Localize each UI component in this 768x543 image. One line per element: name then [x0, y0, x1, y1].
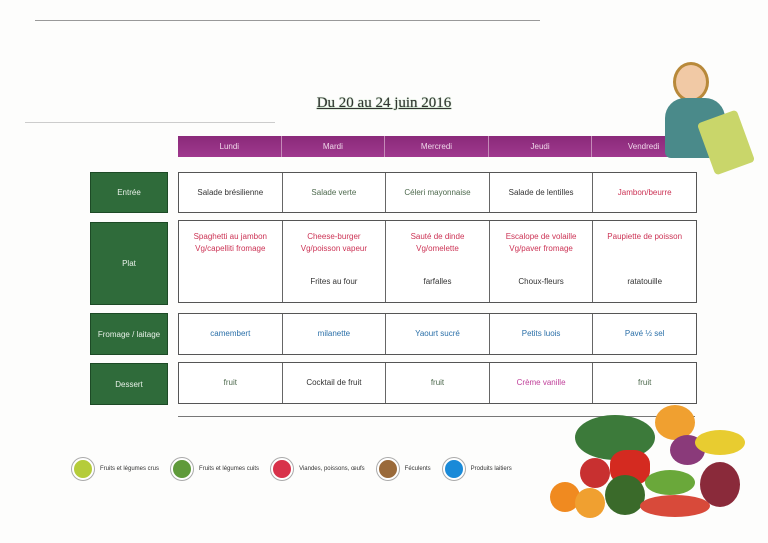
menu-cell: Jambon/beurre — [617, 187, 672, 197]
day-header: Jeudi — [489, 136, 593, 157]
legend: Fruits et légumes crus Fruits et légumes… — [72, 458, 512, 480]
meat-fish-eggs-icon — [271, 458, 294, 480]
category-entree: Entrée — [90, 172, 168, 213]
entree-row: Salade brésilienne Salade verte Céleri m… — [178, 172, 697, 213]
top-rule — [35, 20, 540, 21]
plat-side-row: Frites au four farfalles Choux-fleurs ra… — [178, 262, 697, 303]
legend-label: Viandes, poissons, œufs — [299, 466, 365, 472]
days-header: Lundi Mardi Mercredi Jeudi Vendredi — [178, 136, 695, 157]
menu-cell: Cocktail de fruit — [283, 363, 387, 403]
legend-label: Fruits et légumes cuits — [199, 466, 260, 472]
plat-main-row: Spaghetti au jambon Vg/capelliti fromage… — [178, 220, 697, 263]
menu-cell: fruit — [638, 378, 652, 387]
child-illustration — [665, 60, 756, 176]
dairy-products-icon — [442, 458, 465, 480]
fromage-row: camembert milanette Yaourt sucré Petits … — [178, 313, 697, 355]
menu-cell: Salade brésilienne — [179, 173, 283, 212]
day-header: Vendredi — [627, 142, 660, 151]
menu-cell: Sauté de dinde Vg/omelette — [386, 221, 490, 262]
day-header: Mercredi — [385, 136, 489, 157]
menu-cell: Spaghetti au jambon Vg/capelliti fromage — [179, 221, 283, 262]
day-header: Lundi — [178, 136, 282, 157]
legend-label: Féculents — [404, 466, 431, 472]
legend-label: Fruits et légumes crus — [100, 466, 160, 472]
bottom-rule — [178, 416, 695, 417]
menu-cell: milanette — [283, 314, 387, 354]
menu-cell: Choux-fleurs — [490, 262, 594, 302]
stamp-rule — [25, 122, 275, 123]
menu-cell — [179, 262, 283, 302]
menu-cell: Escalope de volaille Vg/paver fromage — [490, 221, 594, 262]
menu-cell: Pavé ½ sel — [624, 329, 665, 338]
category-fromage: Fromage / laitage — [90, 313, 168, 355]
menu-cell: ratatouille — [627, 277, 663, 286]
starches-icon — [376, 458, 399, 480]
cooked-fruits-vegetables-icon — [171, 458, 194, 480]
legend-label: Produits laitiers — [470, 466, 512, 472]
menu-cell: camembert — [179, 314, 283, 354]
menu-cell: Céleri mayonnaise — [386, 173, 490, 212]
menu-cell: farfalles — [386, 262, 490, 302]
menu-cell: Cheese-burger Vg/poisson vapeur — [283, 221, 387, 262]
category-dessert: Dessert — [90, 363, 168, 405]
menu-cell: Frites au four — [283, 262, 387, 302]
raw-fruits-vegetables-icon — [72, 458, 94, 480]
day-header: Mardi — [282, 136, 386, 157]
menu-cell: Salade de lentilles — [490, 173, 594, 212]
vegetables-illustration — [545, 400, 755, 525]
page-title: Du 20 au 24 juin 2016 — [316, 95, 452, 111]
menu-cell: Crème vanille — [490, 363, 594, 403]
menu-cell: fruit — [386, 363, 490, 403]
category-plat: Plat — [90, 222, 168, 305]
menu-cell: Paupiette de poisson — [607, 232, 683, 241]
menu-cell: Salade verte — [283, 173, 387, 212]
menu-cell: fruit — [179, 363, 283, 403]
menu-cell: Petits luois — [490, 314, 594, 354]
dessert-row: fruit Cocktail de fruit fruit Crème vani… — [178, 362, 697, 404]
menu-cell: Yaourt sucré — [386, 314, 490, 354]
